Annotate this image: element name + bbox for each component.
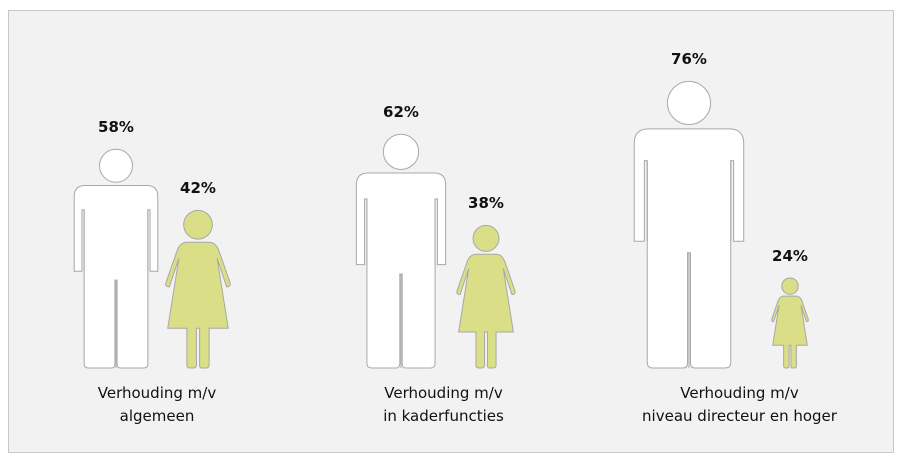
figure-body	[356, 173, 445, 368]
figure-man	[74, 149, 158, 368]
figure-lines	[647, 161, 731, 368]
category-label: Verhouding m/v	[384, 384, 503, 402]
figure-man	[634, 81, 743, 368]
figure-head	[667, 81, 710, 124]
figure-lines	[84, 210, 148, 368]
figure-man	[356, 134, 445, 368]
value-label: 58%	[98, 118, 134, 136]
figure-woman	[772, 278, 809, 368]
figure-body	[457, 254, 515, 368]
figure-head	[473, 225, 499, 251]
figure-head	[100, 149, 133, 182]
figure-body	[166, 242, 230, 368]
figure-body	[74, 186, 158, 368]
figure-woman	[166, 210, 230, 368]
category-label: Verhouding m/v	[98, 384, 217, 402]
figure-body	[772, 296, 809, 368]
category-label: algemeen	[120, 407, 195, 425]
value-label: 62%	[383, 103, 419, 121]
figure-head	[782, 278, 798, 294]
category-label: in kaderfuncties	[383, 407, 504, 425]
figure-head	[184, 210, 213, 239]
category-label: niveau directeur en hoger	[642, 407, 838, 425]
figure-woman	[457, 225, 515, 368]
figure-body	[634, 129, 743, 368]
figure-lines	[367, 199, 435, 368]
value-label: 24%	[772, 247, 808, 265]
value-label: 42%	[180, 179, 216, 197]
category-label: Verhouding m/v	[680, 384, 799, 402]
value-label: 76%	[671, 50, 707, 68]
figure-head	[383, 134, 418, 169]
value-label: 38%	[468, 194, 504, 212]
